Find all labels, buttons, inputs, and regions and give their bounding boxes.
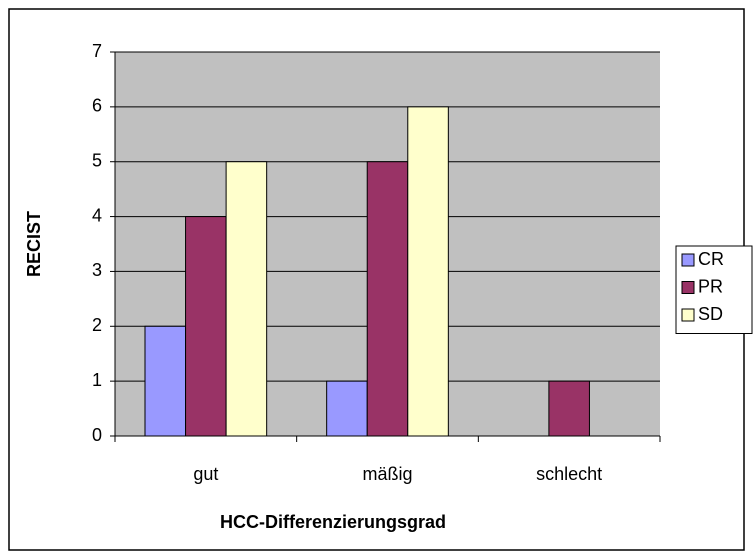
y-tick-label: 0 xyxy=(92,425,102,445)
x-tick-label: schlecht xyxy=(536,464,602,484)
legend-swatch xyxy=(681,281,695,294)
legend-label: PR xyxy=(698,276,723,296)
x-tick-label: gut xyxy=(193,464,218,484)
x-tick-label: mäßig xyxy=(362,464,412,484)
y-tick-label: 6 xyxy=(92,96,102,116)
bar xyxy=(407,106,449,437)
legend-label: CR xyxy=(698,249,724,269)
bar xyxy=(366,161,409,437)
bar xyxy=(225,161,268,437)
bar xyxy=(548,380,590,437)
y-tick-label: 2 xyxy=(92,315,102,335)
x-axis-title: HCC-Differenzierungsgrad xyxy=(220,512,446,532)
y-tick-label: 4 xyxy=(92,205,102,225)
y-axis-title: RECIST xyxy=(24,211,44,277)
bar xyxy=(144,325,187,437)
y-tick-label: 1 xyxy=(92,370,102,390)
bar xyxy=(326,380,368,437)
legend-swatch xyxy=(681,308,695,322)
legend-swatch xyxy=(681,253,695,267)
y-tick-label: 7 xyxy=(92,41,102,61)
y-tick-label: 3 xyxy=(92,260,102,280)
legend-label: SD xyxy=(698,304,723,324)
bar xyxy=(185,216,227,437)
y-tick-label: 5 xyxy=(92,150,102,170)
